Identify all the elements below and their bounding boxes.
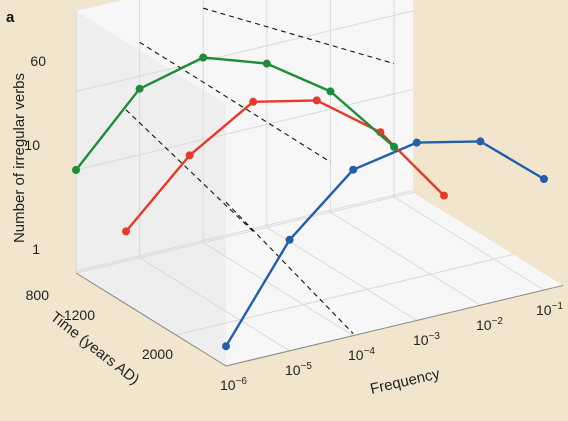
guide-line	[225, 201, 354, 334]
plot-panels	[76, 0, 564, 366]
floor-grid-line	[139, 257, 290, 352]
data-point	[185, 151, 194, 160]
data-point	[412, 138, 421, 147]
x-tick-label: 10−5	[285, 361, 312, 378]
back-grid-line	[75, 10, 414, 92]
data-point	[390, 142, 398, 151]
data-point	[540, 175, 548, 183]
floor-grid-line	[202, 242, 354, 337]
x-tick-label: 10−4	[348, 346, 375, 363]
left-wall-panel	[76, 11, 226, 366]
y-tick-label: 800	[26, 287, 50, 303]
x-tick-label: 10−6	[220, 376, 247, 393]
y-tick-label: 1200	[64, 307, 95, 323]
data-point	[222, 342, 230, 351]
x-tick-label: 10−1	[536, 301, 563, 318]
data-point	[72, 166, 80, 174]
z-tick-label: 60	[30, 53, 46, 69]
data-point	[249, 97, 258, 106]
y-axis-line	[75, 272, 227, 367]
z-tick-label: 1	[32, 241, 40, 257]
guide-line	[125, 109, 254, 232]
data-point	[312, 96, 321, 105]
series-line	[75, 56, 395, 171]
floor-grid-line	[330, 211, 481, 306]
panel-label: a	[6, 9, 15, 26]
series-layer	[72, 53, 548, 351]
data-point	[440, 191, 448, 200]
data-point	[349, 165, 358, 174]
data-point	[285, 235, 294, 244]
data-point	[199, 53, 208, 62]
data-point	[476, 137, 485, 146]
floor-grid-line	[393, 196, 545, 291]
z-tick-label: 10	[24, 137, 40, 153]
x-axis-line	[225, 284, 564, 367]
floor-grid-line	[175, 253, 514, 336]
x-tick-label: 10−2	[476, 316, 503, 333]
back-grid-line	[75, 189, 414, 272]
data-point	[326, 87, 335, 96]
guide-line	[203, 7, 395, 65]
back-grid-line	[75, 88, 414, 171]
guide-lines	[125, 7, 395, 334]
data-point	[122, 227, 130, 236]
x-tick-label: 10−3	[413, 331, 440, 348]
y-tick-label: 2000	[142, 346, 173, 362]
data-point	[135, 84, 144, 93]
series-line	[224, 140, 545, 347]
x-axis-title: Frequency	[369, 365, 442, 398]
data-point	[262, 59, 271, 68]
guide-line	[139, 41, 331, 163]
floor-grid-line	[75, 191, 414, 274]
z-axis-title: Number of irregular verbs	[11, 73, 28, 243]
